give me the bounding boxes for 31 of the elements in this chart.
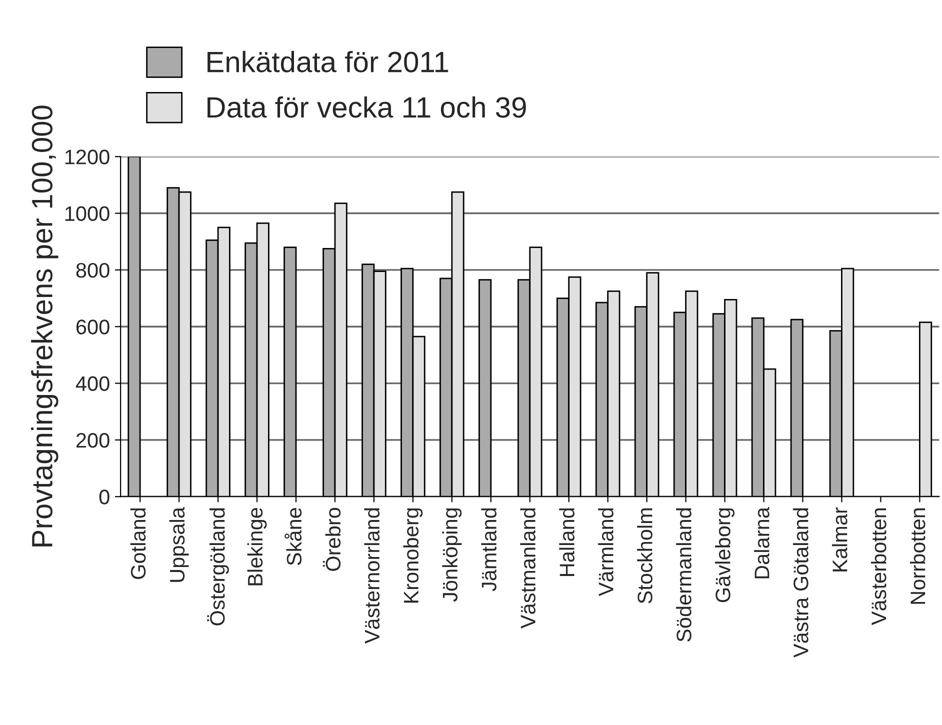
y-tick-label: 800 — [76, 262, 110, 278]
x-tick-label: Örebro — [322, 508, 341, 571]
x-tick-label: Stockholm — [637, 508, 652, 604]
x-tick-label: Jämtland — [481, 508, 496, 592]
y-tick-label: 200 — [76, 432, 110, 448]
legend-label: Data för vecka 11 och 39 — [208, 96, 526, 118]
legend-label: Enkätdata för 2011 — [208, 50, 448, 72]
x-tick-label: Halland — [559, 508, 574, 576]
y-tick-label: 400 — [76, 376, 110, 392]
x-tick-label: Uppsala — [169, 507, 189, 582]
x-tick-label: Västra Götaland — [793, 508, 808, 658]
x-tick-label: Dalarna — [754, 507, 770, 578]
x-tick-label: Kronoberg — [403, 508, 423, 603]
x-tick-label: Gävleborg — [715, 508, 734, 602]
x-tick-label: Kalmar — [832, 507, 848, 572]
x-tick-label: Norrbotten — [910, 508, 926, 604]
x-tick-label: Skåne — [284, 508, 302, 566]
x-tick-label: Blekinge — [247, 508, 267, 586]
x-tick-label: Östergötland — [207, 508, 229, 626]
y-tick-label: 600 — [76, 320, 110, 334]
y-axis-title: Provtagningsfrekvens per 100,000 — [31, 106, 58, 546]
x-tick-label: Västerbotten — [870, 508, 886, 626]
x-tick-label: Västernorrland — [364, 508, 380, 644]
y-tick-label: 1000 — [65, 206, 110, 222]
x-tick-label: Värmland — [598, 508, 614, 596]
x-tick-label: Västmanland — [520, 508, 536, 629]
y-tick-label: 1200 — [65, 150, 110, 164]
x-tick-label: Södermanland — [676, 508, 692, 642]
x-tick-label: Jönköping — [442, 508, 462, 602]
x-tick-label: Gotland — [130, 508, 146, 579]
y-tick-label: 0 — [99, 490, 110, 504]
